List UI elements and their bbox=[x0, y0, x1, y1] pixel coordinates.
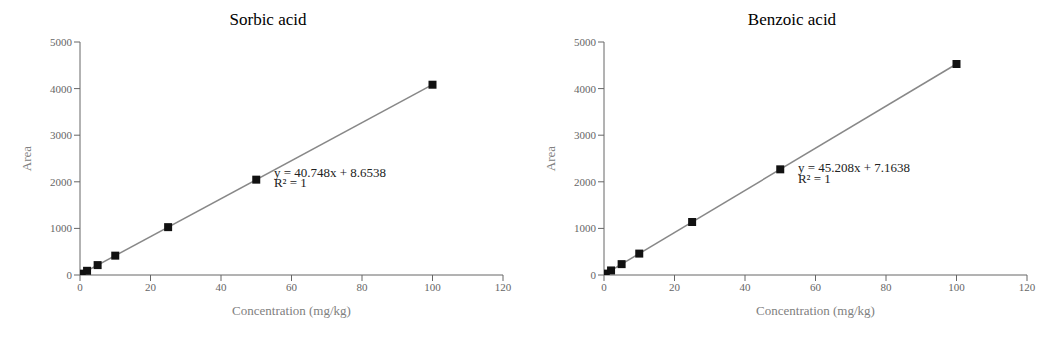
svg-text:20: 20 bbox=[145, 281, 157, 293]
svg-text:100: 100 bbox=[948, 281, 965, 293]
svg-text:4000: 4000 bbox=[50, 83, 73, 95]
svg-text:60: 60 bbox=[286, 281, 298, 293]
svg-text:Area: Area bbox=[543, 146, 558, 171]
svg-text:R² = 1: R² = 1 bbox=[798, 171, 831, 186]
svg-text:0: 0 bbox=[601, 281, 607, 293]
svg-text:y = 45.208x + 7.1638: y = 45.208x + 7.1638 bbox=[797, 160, 910, 176]
svg-text:3000: 3000 bbox=[574, 129, 597, 141]
svg-text:0: 0 bbox=[67, 269, 73, 281]
svg-text:100: 100 bbox=[424, 281, 441, 293]
svg-text:80: 80 bbox=[357, 281, 369, 293]
svg-text:120: 120 bbox=[1019, 281, 1036, 293]
svg-text:3000: 3000 bbox=[50, 129, 73, 141]
svg-text:120: 120 bbox=[495, 281, 512, 293]
svg-text:y = 40.748x + 8.6538: y = 40.748x + 8.6538 bbox=[273, 165, 386, 181]
svg-text:80: 80 bbox=[881, 281, 893, 293]
svg-text:0: 0 bbox=[591, 269, 597, 281]
svg-text:2000: 2000 bbox=[574, 176, 597, 188]
svg-text:5000: 5000 bbox=[574, 36, 597, 48]
svg-text:20: 20 bbox=[669, 281, 681, 293]
svg-text:40: 40 bbox=[216, 281, 228, 293]
svg-text:1000: 1000 bbox=[574, 222, 597, 234]
svg-text:2000: 2000 bbox=[50, 176, 73, 188]
svg-text:Area: Area bbox=[19, 146, 34, 171]
svg-text:Concentration (mg/kg): Concentration (mg/kg) bbox=[232, 303, 351, 318]
svg-text:R² = 1: R² = 1 bbox=[274, 175, 307, 190]
html-text:Benzoic acid: Benzoic acid bbox=[747, 10, 837, 29]
svg-text:4000: 4000 bbox=[574, 83, 597, 95]
svg-text:40: 40 bbox=[740, 281, 752, 293]
svg-text:1000: 1000 bbox=[50, 222, 73, 234]
svg-text:Concentration (mg/kg): Concentration (mg/kg) bbox=[756, 303, 875, 318]
svg-text:0: 0 bbox=[77, 281, 83, 293]
svg-text:5000: 5000 bbox=[50, 36, 73, 48]
svg-text:60: 60 bbox=[810, 281, 822, 293]
html-text:Sorbic acid: Sorbic acid bbox=[229, 10, 307, 29]
